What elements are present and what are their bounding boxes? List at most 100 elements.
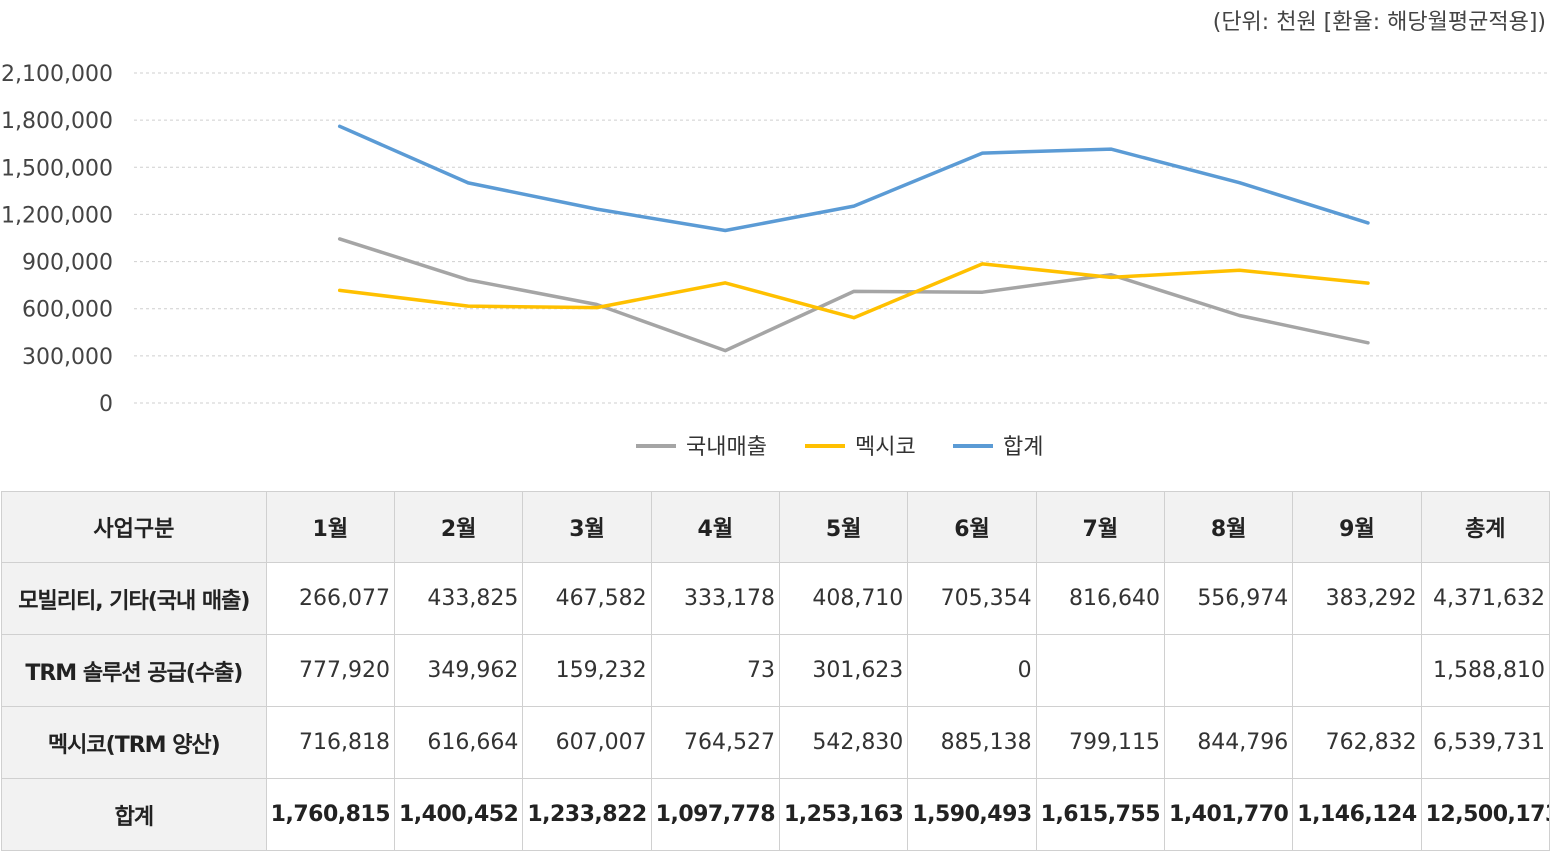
data-point xyxy=(1109,147,1113,151)
table-row: 모빌리티, 기타(국내 매출) 266,077 433,825 467,582 333,… xyxy=(1,562,1551,635)
y-tick-label: 1,800,000 xyxy=(1,109,113,134)
data-point xyxy=(1237,268,1241,272)
data-point xyxy=(1109,273,1113,277)
data-point xyxy=(338,124,342,128)
data-point xyxy=(1237,313,1241,317)
y-axis: 0 300,000 600,000 900,000 1,200,000 1,500,000… xyxy=(1,62,113,417)
data-point xyxy=(466,278,470,282)
legend-label: 합계 xyxy=(1003,435,1043,460)
table-cell: 383,292 xyxy=(1292,562,1422,635)
data-point xyxy=(338,237,342,241)
data-point xyxy=(338,288,342,292)
table-cell xyxy=(1292,634,1422,707)
unit-note: (단위: 천원 [환율: 해당월평균적용]) xyxy=(1212,10,1546,35)
data-point xyxy=(1237,181,1241,185)
series-line-2 xyxy=(337,124,1370,233)
table-cell: 12,500,173 xyxy=(1420,778,1551,851)
table-cell: 799,115 xyxy=(1035,706,1165,779)
column-header: 6월 xyxy=(907,491,1037,563)
data-point xyxy=(980,262,984,266)
table-cell: 1,401,770 xyxy=(1163,778,1294,851)
y-tick-label: 2,100,000 xyxy=(1,62,113,87)
y-tick-label: 0 xyxy=(99,392,113,417)
table-cell: 6,539,731 xyxy=(1420,706,1551,779)
table-cell: 764,527 xyxy=(650,706,780,779)
data-point xyxy=(1109,275,1113,279)
table-row: 합계 1,760,815 1,400,452 1,233,822 1,097,778 1,… xyxy=(1,778,1551,851)
y-tick-label: 1,500,000 xyxy=(1,156,113,181)
column-header: 5월 xyxy=(778,491,909,563)
data-point xyxy=(466,304,470,308)
data-point xyxy=(723,349,727,353)
data-point xyxy=(1366,281,1370,285)
column-header: 사업구분 xyxy=(1,491,267,563)
table-header-row: 사업구분 1월 2월 3월 4월 5월 6월 7월 8월 9월 총계 xyxy=(1,491,1551,563)
data-point xyxy=(466,181,470,185)
table-cell: 408,710 xyxy=(778,562,909,635)
column-header: 7월 xyxy=(1035,491,1165,563)
data-point xyxy=(852,289,856,293)
table-cell: 705,354 xyxy=(907,562,1037,635)
data-point xyxy=(595,207,599,211)
data-point xyxy=(852,204,856,208)
chart-series xyxy=(337,124,1370,353)
table-cell: 349,962 xyxy=(393,634,524,707)
column-header: 3월 xyxy=(522,491,652,563)
table-cell: 1,233,822 xyxy=(522,778,652,851)
column-header: 총계 xyxy=(1420,491,1551,563)
table-cell: 1,400,452 xyxy=(393,778,524,851)
data-point xyxy=(1366,341,1370,345)
chart-gridlines xyxy=(134,72,1548,404)
data-point xyxy=(1366,221,1370,225)
table-cell: 467,582 xyxy=(522,562,652,635)
row-label: TRM 솔루션 공급(수출) xyxy=(1,634,267,707)
table-cell: 73 xyxy=(650,634,780,707)
legend-label: 국내매출 xyxy=(686,435,767,460)
table-cell: 4,371,632 xyxy=(1420,562,1551,635)
table-cell: 1,615,755 xyxy=(1035,778,1165,851)
data-point xyxy=(595,306,599,310)
table-cell: 762,832 xyxy=(1292,706,1422,779)
table-cell: 433,825 xyxy=(393,562,524,635)
table-cell: 266,077 xyxy=(265,562,396,635)
series-line-0 xyxy=(337,237,1370,353)
table-cell xyxy=(1035,634,1165,707)
row-label: 합계 xyxy=(1,778,267,851)
table-cell: 844,796 xyxy=(1163,706,1294,779)
column-header: 9월 xyxy=(1292,491,1422,563)
data-point xyxy=(980,151,984,155)
column-header: 8월 xyxy=(1163,491,1294,563)
legend-label: 멕시코 xyxy=(855,435,916,460)
revenue-table: 사업구분 1월 2월 3월 4월 5월 6월 7월 8월 9월 총계 모빌리티, 기타(국내 매출)… xyxy=(1,491,1551,851)
table-cell: 333,178 xyxy=(650,562,780,635)
data-point xyxy=(723,281,727,285)
table-cell: 556,974 xyxy=(1163,562,1294,635)
line-chart: 0 300,000 600,000 900,000 1,200,000 1,500,000… xyxy=(1,62,1548,460)
data-point xyxy=(980,290,984,294)
table-cell: 885,138 xyxy=(907,706,1037,779)
data-point xyxy=(595,303,599,307)
row-label: 멕시코(TRM 양산) xyxy=(1,706,267,779)
column-header: 4월 xyxy=(650,491,780,563)
data-point xyxy=(852,316,856,320)
table-cell: 1,588,810 xyxy=(1420,634,1551,707)
column-header: 2월 xyxy=(393,491,524,563)
table-cell: 616,664 xyxy=(393,706,524,779)
table-cell: 1,590,493 xyxy=(907,778,1037,851)
table-cell: 816,640 xyxy=(1035,562,1165,635)
data-point xyxy=(723,228,727,232)
table-row: TRM 솔루션 공급(수출) 777,920 349,962 159,232 73 301… xyxy=(1,634,1551,707)
table-cell: 1,146,124 xyxy=(1292,778,1422,851)
table-cell: 1,253,163 xyxy=(778,778,909,851)
table-cell: 607,007 xyxy=(522,706,652,779)
table-cell: 777,920 xyxy=(265,634,396,707)
table-cell xyxy=(1163,634,1294,707)
table-cell: 159,232 xyxy=(522,634,652,707)
y-tick-label: 1,200,000 xyxy=(1,203,113,228)
table-row: 멕시코(TRM 양산) 716,818 616,664 607,007 764,527 5… xyxy=(1,706,1551,779)
table-cell: 542,830 xyxy=(778,706,909,779)
column-header: 1월 xyxy=(265,491,396,563)
row-label: 모빌리티, 기타(국내 매출) xyxy=(1,562,267,635)
chart-legend: 국내매출 멕시코 합계 xyxy=(636,435,1043,460)
table-cell: 1,760,815 xyxy=(265,778,396,851)
